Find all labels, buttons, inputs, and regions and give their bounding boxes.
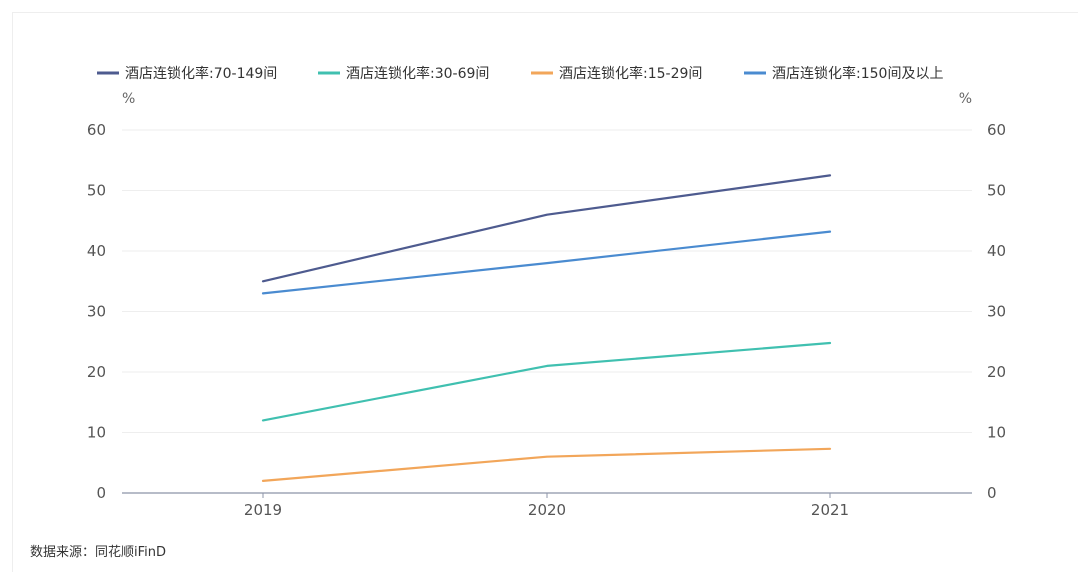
series-line-3: [261, 447, 832, 482]
y-tick-label-left: 20: [87, 363, 106, 381]
y-tick-label-left: 30: [87, 303, 106, 321]
x-tick-label: 2021: [811, 501, 849, 519]
series-lines: [261, 174, 832, 482]
y-tick-label-left: 10: [87, 424, 106, 442]
y-tick-label-right: 20: [987, 363, 1006, 381]
x-tick-label: 2019: [244, 501, 282, 519]
y-tick-label-right: 0: [987, 484, 997, 502]
y-tick-label-left: 50: [87, 182, 106, 200]
y-tick-label-left: 60: [87, 121, 106, 139]
y-tick-label-left: 0: [96, 484, 106, 502]
legend: 酒店连锁化率:70-149间 酒店连锁化率:30-69间 酒店连锁化率:15-29间…: [97, 65, 943, 82]
legend-label-3: 酒店连锁化率:15-29间: [559, 65, 702, 82]
y-tick-label-right: 60: [987, 121, 1006, 139]
y-unit-right: %: [959, 91, 972, 107]
series-line-2: [261, 341, 832, 422]
y-tick-label-right: 40: [987, 242, 1006, 260]
y-unit-left: %: [122, 91, 135, 107]
y-tick-label-right: 30: [987, 303, 1006, 321]
legend-label-4: 酒店连锁化率:150间及以上: [772, 65, 943, 82]
y-tick-label-left: 40: [87, 242, 106, 260]
chart-frame: [12, 12, 1078, 572]
y-tick-label-right: 10: [987, 424, 1006, 442]
legend-label-1: 酒店连锁化率:70-149间: [125, 65, 277, 82]
grid-lines: [122, 129, 972, 433]
x-tick-label: 2020: [528, 501, 566, 519]
y-tick-label-right: 50: [987, 182, 1006, 200]
data-source-note: 数据来源：同花顺iFinD: [30, 545, 167, 560]
legend-label-2: 酒店连锁化率:30-69间: [346, 65, 489, 82]
series-line-4: [261, 230, 832, 295]
series-line-1: [261, 174, 832, 283]
